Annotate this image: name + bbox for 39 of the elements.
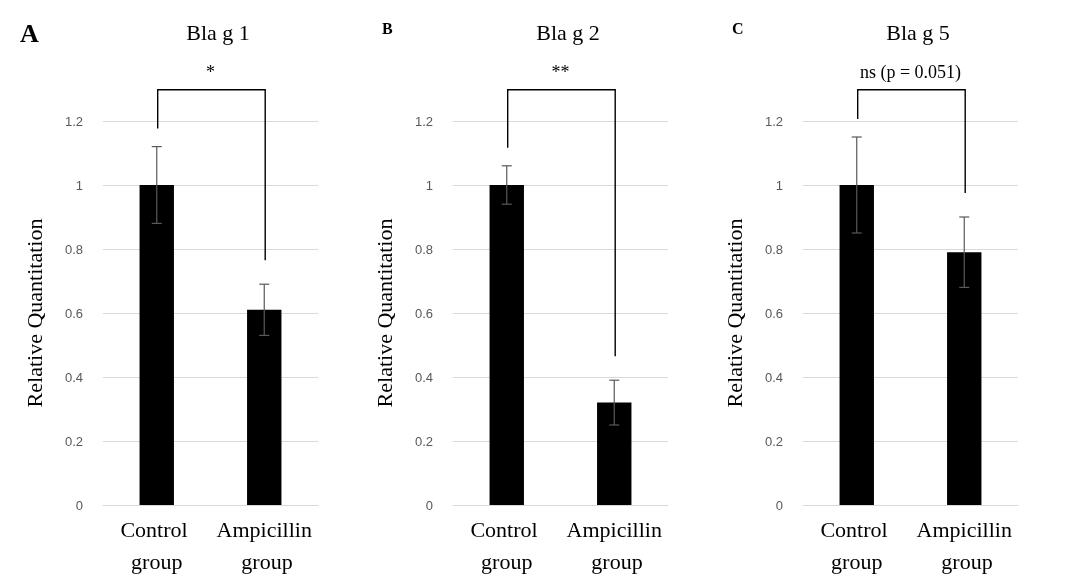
y-tick-label: 0.8 (64, 241, 83, 257)
chart-title: Bla g 1 (186, 19, 250, 45)
x-tick-label: Ampicillin group (916, 516, 1012, 574)
y-tick-label: 0.6 (414, 305, 433, 321)
y-tick-label: 1 (775, 177, 783, 193)
y-tick-label: 1.2 (64, 113, 83, 129)
x-tick-label: Ampicillin group (566, 516, 662, 574)
y-tick-label: 0.6 (64, 305, 83, 321)
y-tick-label: 0 (75, 497, 83, 513)
y-tick-label: 0.2 (414, 433, 433, 449)
x-tick-label: Control group (120, 516, 194, 574)
x-tick-label: Control group (820, 516, 894, 574)
text: ** (551, 62, 570, 82)
y-tick-label: 0.6 (764, 305, 783, 321)
y-tick-label: 0.2 (64, 433, 83, 449)
y-tick-label: 0.4 (64, 369, 83, 385)
y-axis-title: Relative Quantitation (371, 218, 397, 408)
y-tick-label: 0.2 (764, 433, 783, 449)
x-tick-label: Control group (470, 516, 544, 574)
text: C (732, 19, 744, 37)
text: B (382, 19, 393, 37)
text: A (20, 18, 39, 48)
y-tick-label: 1 (75, 177, 83, 193)
y-tick-label: 0.4 (764, 369, 783, 385)
y-tick-label: 0 (775, 497, 783, 513)
chart-title: Bla g 5 (886, 19, 950, 45)
text: * (206, 62, 215, 82)
y-axis-title: Relative Quantitation (721, 218, 747, 408)
y-tick-label: 1 (425, 177, 433, 193)
y-tick-label: 1.2 (414, 113, 433, 129)
y-tick-label: 1.2 (764, 113, 783, 129)
y-tick-label: 0.8 (414, 241, 433, 257)
y-tick-label: 0.8 (764, 241, 783, 257)
text: ns (p = 0.051) (859, 62, 962, 83)
y-axis-title: Relative Quantitation (21, 218, 47, 408)
y-tick-label: 0.4 (414, 369, 433, 385)
chart-title: Bla g 2 (536, 19, 600, 45)
x-tick-label: Ampicillin group (216, 516, 312, 574)
y-tick-label: 0 (425, 497, 433, 513)
